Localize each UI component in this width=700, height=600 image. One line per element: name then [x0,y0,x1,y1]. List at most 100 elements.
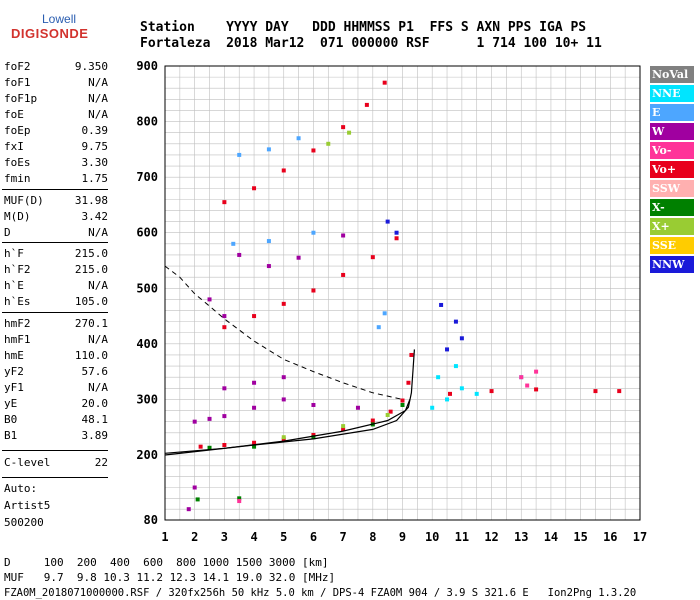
data-point-w [281,375,286,380]
data-point-w [341,233,346,238]
x-tick-label: 12 [484,530,498,544]
legend-item-noval: NoVal [650,66,694,83]
y-tick-label: 80 [144,513,158,527]
data-point-w [237,252,242,257]
chart-marks [186,80,622,512]
x-tick-label: 16 [603,530,617,544]
param-name: yF2 [4,365,24,378]
param-value: 215.0 [74,247,108,260]
x-tick-label: 9 [399,530,406,544]
x-tick-label: 8 [369,530,376,544]
param-value: 3.30 [81,156,109,169]
param-row-he: h`E N/A [4,279,108,295]
x-tick-label: 3 [221,530,228,544]
legend-item-ssw: SSW [650,180,694,197]
param-value: 20.0 [81,397,109,410]
param-name: h`F [4,247,24,260]
data-point-xplus [326,141,331,146]
param-row-hf2: h`F2 215.0 [4,263,108,279]
y-tick-label: 300 [136,392,158,406]
data-point-w [296,255,301,260]
param-name: fxI [4,140,24,153]
data-point-voplus [388,409,393,414]
y-tick-label: 800 [136,115,158,129]
data-point-nnw [445,347,450,352]
data-point-xminus [195,497,200,502]
param-value: N/A [88,92,108,105]
legend-item-vominus: Vo- [650,142,694,159]
param-value: N/A [88,333,108,346]
data-point-voplus [617,389,622,394]
data-point-voplus [370,255,375,260]
param-row-yf1: yF1 N/A [4,381,108,397]
param-row-d: D N/A [4,226,108,242]
param-value: 105.0 [74,295,108,308]
param-value: N/A [88,226,108,239]
param-name: h`F2 [4,263,31,276]
data-point-w [355,405,360,410]
data-point-vominus [237,499,242,504]
param-value: 3.89 [81,429,109,442]
data-point-voplus [364,102,369,107]
param-value: N/A [88,108,108,121]
param-value: N/A [88,76,108,89]
param-divider [2,189,108,190]
legend-item-nnw: NNW [650,256,694,273]
param-value: 9.75 [81,140,109,153]
data-point-w [252,380,257,385]
param-value: 9.350 [74,60,108,73]
x-tick-labels: 1 2 3 4 5 6 7 8 9 10 11 12 13 14 15 16 17 [161,530,647,544]
data-point-voplus [222,200,227,205]
data-point-xplus [281,435,286,440]
param-value: 22 [94,456,108,469]
chart-grid [164,65,641,520]
data-point-voplus [394,236,399,241]
param-name: C-level [4,456,51,469]
data-point-voplus [370,418,375,423]
profile-curve-2 [164,399,411,454]
data-point-voplus [448,391,452,396]
data-point-e [266,239,271,244]
x-tick-label: 2 [191,530,198,544]
param-row-fof1: foF1 N/A [4,76,108,92]
data-point-voplus [252,440,257,445]
param-name: yF1 [4,381,24,394]
data-point-voplus [400,398,405,403]
x-tick-label: 14 [544,530,558,544]
data-point-nne [474,391,479,396]
legend-item-xplus: X+ [650,218,694,235]
param-value: 215.0 [74,263,108,276]
param-row-foe: foE N/A [4,108,108,124]
data-point-vominus [534,369,539,374]
param-row-mufd: MUF(D) 31.98 [4,194,108,210]
footer-muf-row: MUF 9.7 9.8 10.3 11.2 12.3 14.1 19.0 32.… [4,571,336,584]
data-point-voplus [252,314,257,319]
data-point-w [207,297,212,302]
param-row-hes: h`Es 105.0 [4,295,108,311]
data-point-xminus [237,496,242,501]
header-row-1: Station YYYY DAY DDD HHMMSS P1 FFS S AXN… [140,20,587,35]
data-point-w [252,405,257,410]
plot-frame [164,65,641,521]
param-row-hmf2: hmF2 270.1 [4,317,108,333]
param-row-b0: B0 48.1 [4,413,108,429]
dashed-curve [164,265,403,400]
param-value: 0.39 [81,124,109,137]
data-point-voplus [341,427,346,432]
param-row-hf: h`F 215.0 [4,247,108,263]
data-point-nne [430,405,435,410]
data-point-xplus [341,424,346,429]
data-point-nne [453,364,458,369]
data-point-e [296,136,301,141]
version-label: 500200 [4,516,44,529]
param-name: fmin [4,172,31,185]
y-tick-label: 700 [136,170,158,184]
data-point-e [311,230,316,235]
ionogram-chart: 1 2 3 4 5 6 7 8 9 10 11 12 13 14 15 16 17 80200300400500… [136,59,647,544]
data-point-voplus [409,352,414,357]
data-point-w [222,414,227,419]
data-point-voplus [311,148,316,153]
data-point-voplus [341,125,346,130]
param-value: N/A [88,381,108,394]
x-tick-label: 4 [250,530,257,544]
